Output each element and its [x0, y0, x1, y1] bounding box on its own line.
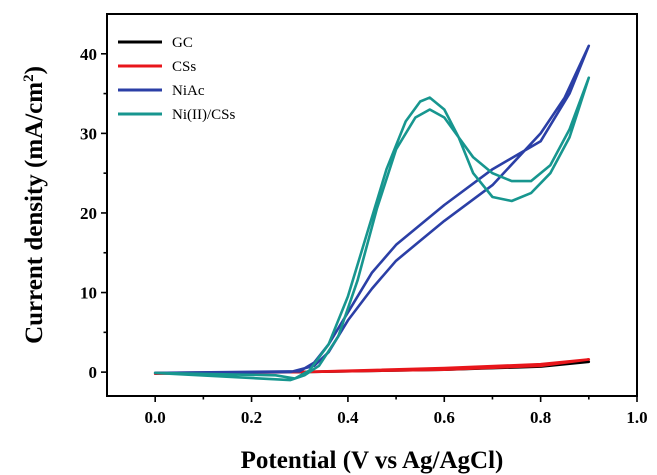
y-tick-label: 0: [89, 363, 98, 382]
series-line-2: [153, 44, 591, 375]
x-tick-label: 0.0: [145, 408, 166, 427]
y-tick-label: 20: [80, 204, 97, 223]
x-tick-label: 0.2: [241, 408, 262, 427]
legend-label-2: NiAc: [172, 83, 205, 99]
legend-label-0: GC: [172, 35, 193, 51]
tick-layer: 0.0 0.2 0.4 0.6 0.8 1.0 0 10 20 30 40: [80, 45, 648, 427]
y-axis-title: Current density (mA/cm2): [21, 66, 48, 344]
legend-label-3: Ni(II)/CSs: [172, 107, 235, 123]
y-axis-title-end: ): [21, 66, 48, 74]
series-layer: [153, 44, 591, 382]
y-axis-title-main: Current density (mA/cm: [21, 82, 48, 344]
legend: GC CSs NiAc Ni(II)/CSs: [118, 35, 235, 123]
x-tick-label: 0.4: [337, 408, 359, 427]
x-tick-label: 0.6: [434, 408, 455, 427]
y-axis-title-sup: 2: [21, 74, 37, 82]
series-line-1: [153, 358, 591, 376]
plot-frame: [106, 13, 638, 397]
series-line-3: [153, 76, 591, 382]
y-tick-label: 10: [80, 284, 97, 303]
x-tick-label: 1.0: [626, 408, 647, 427]
legend-label-1: CSs: [172, 59, 196, 75]
y-tick-label: 40: [80, 45, 97, 64]
y-tick-label: 30: [80, 124, 97, 143]
x-tick-label: 0.8: [530, 408, 551, 427]
x-axis-title: Potential (V vs Ag/AgCl): [241, 447, 504, 474]
